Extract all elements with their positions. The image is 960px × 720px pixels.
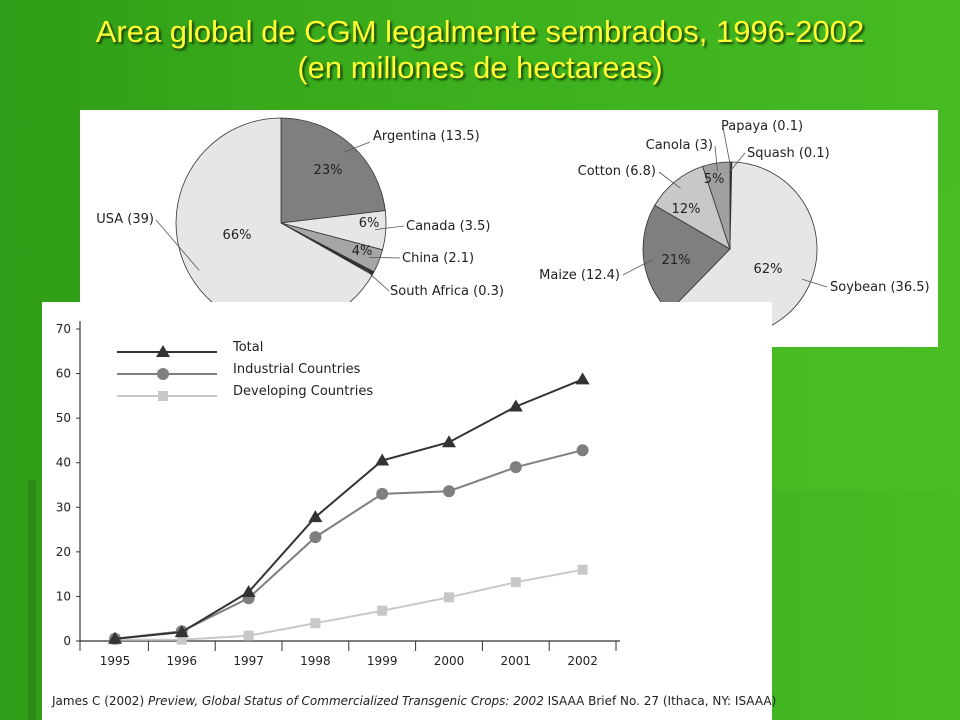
pie-leader-line — [802, 278, 828, 288]
pie-leader-line — [622, 259, 653, 276]
pie-category-label: Squash (0.1) — [747, 146, 830, 161]
pie-category-label: Cotton (6.8) — [578, 164, 656, 179]
series-line-industrial-countries — [114, 449, 583, 640]
pie-category-label: Papaya (0.1) — [721, 119, 803, 134]
series-point — [577, 564, 588, 575]
x-tick-label: 1999 — [367, 654, 398, 668]
pie-slice-cotton — [654, 165, 731, 250]
citation-publisher: ISAAA Brief No. 27 (Ithaca, NY: ISAAA) — [543, 694, 777, 708]
x-tick-label: 1997 — [233, 654, 264, 668]
y-tick-label: 30 — [56, 500, 71, 514]
y-tick-label: 40 — [56, 456, 71, 470]
pie-leader-line — [363, 268, 390, 292]
pie-category-label: China (2.1) — [402, 251, 474, 266]
series-point — [508, 399, 523, 412]
line-chart-panel: 0 10 20 30 40 50 60 70 1995 1996 1997 1998 1999 2000 2… — [42, 302, 772, 720]
x-tick-label: 1995 — [100, 654, 131, 668]
y-tick-label: 70 — [56, 322, 71, 336]
y-tick-label: 0 — [63, 634, 71, 648]
pie-percent-label: 6% — [359, 216, 380, 231]
background-stripe — [28, 480, 36, 720]
series-point — [510, 577, 521, 588]
x-tick-label: 2002 — [567, 654, 598, 668]
series-point — [377, 605, 388, 616]
series-point — [241, 584, 256, 597]
y-tick-label: 60 — [56, 367, 71, 381]
series-point — [576, 444, 589, 457]
series-point — [176, 634, 187, 645]
pie-percent-label: 62% — [754, 262, 783, 277]
series-point — [310, 618, 321, 629]
pie-leader-line — [155, 219, 200, 271]
citation-author: James C (2002) — [52, 694, 148, 708]
pie-leader-line — [722, 126, 732, 171]
pie-leader-line — [658, 171, 681, 189]
slide-title: Area global de CGM legalmente sembrados,… — [0, 14, 960, 86]
series-point — [108, 631, 122, 644]
citation: James C (2002) Preview, Global Status of… — [52, 694, 776, 708]
x-tick-label: 1998 — [300, 654, 331, 668]
country-pie-chart: 23% Argentina (13.5) 6% Canada (3.5) 4% China… — [96, 117, 504, 329]
crop-pie-panel: 62% Soybean (36.5) 21% Maize (12.4) 12% Cotto… — [525, 110, 938, 347]
legend-label: Industrial Countries — [233, 362, 361, 377]
title-line-2: (en millones de hectareas) — [297, 50, 663, 85]
y-tick-label: 50 — [56, 411, 71, 425]
series-point — [442, 435, 456, 448]
pie-percent-label: 5% — [704, 172, 725, 187]
pie-leader-line — [714, 145, 718, 172]
series-point — [308, 510, 323, 523]
pie-percent-label: 23% — [314, 163, 343, 178]
legend-label: Total — [232, 340, 263, 355]
series-point — [157, 368, 169, 380]
pie-category-label: Soybean (36.5) — [830, 280, 930, 295]
pie-leader-line — [730, 152, 746, 171]
series-point — [375, 453, 390, 466]
pie-leader-line — [343, 141, 371, 153]
title-line-1: Area global de CGM legalmente sembrados,… — [95, 14, 865, 49]
series-point — [443, 485, 455, 498]
series-point — [309, 531, 322, 544]
series-point — [174, 625, 189, 638]
series-point — [156, 345, 170, 357]
pie-category-label: Maize (12.4) — [539, 268, 620, 283]
x-tick-label: 2001 — [501, 654, 532, 668]
series-line-developing-countries — [115, 568, 583, 641]
x-tick-label: 2000 — [434, 654, 465, 668]
pie-leader-line — [369, 256, 401, 259]
x-tick-label: 1996 — [167, 654, 198, 668]
pie-category-label: Canada (3.5) — [406, 219, 490, 234]
pie-category-label: USA (39) — [96, 212, 154, 227]
y-tick-label: 10 — [56, 589, 71, 603]
series-point — [575, 372, 590, 385]
pie-percent-label: 66% — [223, 228, 252, 243]
pie-leader-line — [375, 225, 405, 230]
crop-pie-chart: 62% Soybean (36.5) 21% Maize (12.4) 12% Cotto… — [539, 119, 930, 337]
series-line-total — [114, 378, 583, 640]
pie-category-label: Canola (3) — [646, 138, 713, 153]
series-point — [444, 592, 454, 603]
pie-percent-label: 4% — [352, 244, 373, 259]
pie-percent-label: 12% — [672, 202, 701, 217]
line-chart: 0 10 20 30 40 50 60 70 1995 1996 1997 1998 1999 2000 2… — [56, 321, 620, 668]
y-tick-label: 20 — [56, 545, 71, 559]
legend-label: Developing Countries — [233, 384, 373, 399]
country-pie-panel: 23% Argentina (13.5) 6% Canada (3.5) 4% China… — [80, 110, 530, 329]
series-point — [158, 391, 168, 401]
pie-slice-argentina — [280, 117, 386, 224]
series-point — [376, 487, 389, 500]
series-point — [243, 630, 254, 641]
pie-category-label: Argentina (13.5) — [373, 129, 480, 144]
pie-category-label: South Africa (0.3) — [390, 284, 504, 299]
citation-title: Preview, Global Status of Commercialized… — [147, 694, 544, 708]
pie-percent-label: 21% — [662, 253, 691, 268]
series-point — [509, 461, 522, 474]
